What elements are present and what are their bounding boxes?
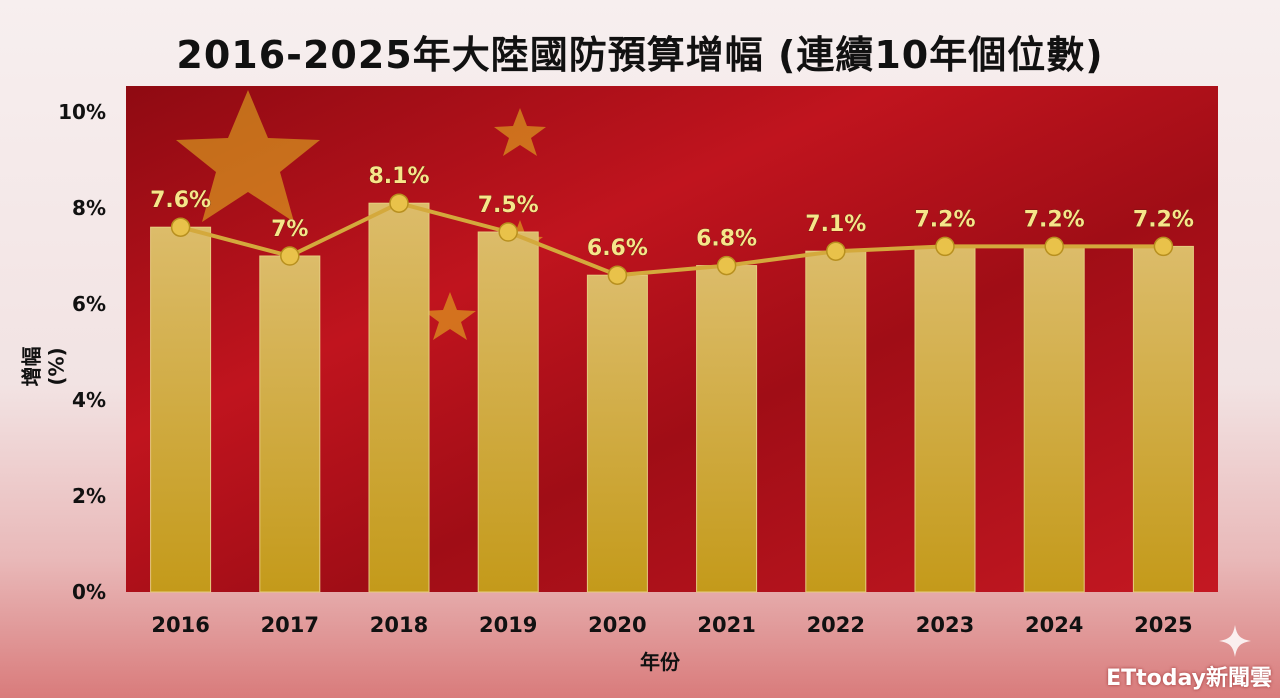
data-label: 8.1% bbox=[368, 164, 429, 189]
chart-title: 2016-2025年大陸國防預算增幅 (連續10年個位數) bbox=[176, 33, 1104, 77]
bar bbox=[586, 274, 648, 593]
x-tick-label: 2021 bbox=[697, 613, 755, 637]
data-label: 7.2% bbox=[1133, 207, 1194, 232]
y-tick-label: 4% bbox=[72, 388, 106, 412]
y-axis: 0% 2% 4% 6% 8% 10% bbox=[58, 100, 106, 604]
y-axis-title: 增幅 (%) bbox=[19, 346, 69, 387]
sparkle-icon bbox=[1219, 625, 1251, 657]
x-tick-label: 2019 bbox=[479, 613, 537, 637]
bar bbox=[805, 250, 867, 593]
line-point bbox=[826, 241, 846, 261]
bar bbox=[914, 245, 976, 593]
data-label: 7% bbox=[271, 217, 308, 242]
x-tick-label: 2022 bbox=[807, 613, 865, 637]
line-point bbox=[498, 222, 518, 242]
watermark-logo: ETtoday新聞雲 bbox=[1106, 666, 1272, 691]
bar bbox=[150, 226, 212, 593]
data-label: 6.6% bbox=[587, 236, 648, 261]
x-tick-label: 2025 bbox=[1134, 613, 1192, 637]
bar bbox=[696, 265, 758, 593]
data-label: 7.1% bbox=[805, 212, 866, 237]
y-tick-label: 6% bbox=[72, 292, 106, 316]
data-label: 6.8% bbox=[696, 227, 757, 252]
line-point bbox=[716, 255, 737, 276]
flag-star-small-1 bbox=[494, 108, 546, 156]
x-axis: 2016 2017 2018 2019 2020 2021 2022 2023 2024 2025 bbox=[151, 613, 1192, 637]
series-line bbox=[180, 201, 1164, 278]
data-label: 7.2% bbox=[914, 207, 975, 232]
bar bbox=[259, 255, 321, 593]
bar bbox=[1132, 245, 1194, 593]
y-tick-label: 2% bbox=[72, 484, 106, 508]
x-tick-label: 2023 bbox=[916, 613, 974, 637]
flag-star-large bbox=[176, 90, 320, 222]
data-label: 7.6% bbox=[150, 188, 211, 213]
data-label: 7.2% bbox=[1024, 207, 1085, 232]
line-point bbox=[1153, 236, 1174, 257]
x-tick-label: 2016 bbox=[151, 613, 209, 637]
x-tick-label: 2020 bbox=[588, 613, 646, 637]
bar bbox=[1023, 245, 1085, 593]
x-axis-title: 年份 bbox=[640, 650, 680, 674]
data-labels: 7.6% 7% 8.1% 7.5% 6.6% 6.8% 7.1% 7.2% 7.2% 7.2% bbox=[150, 164, 1194, 262]
bar bbox=[477, 231, 539, 593]
line-point bbox=[170, 217, 191, 237]
flag-star-small-2 bbox=[424, 292, 476, 340]
bar bbox=[368, 202, 430, 593]
bar-series bbox=[150, 202, 1194, 593]
line-point bbox=[280, 246, 300, 266]
x-tick-label: 2017 bbox=[261, 613, 319, 637]
x-tick-label: 2024 bbox=[1025, 613, 1083, 637]
y-tick-label: 10% bbox=[58, 100, 106, 124]
y-tick-label: 0% bbox=[72, 580, 106, 604]
data-label: 7.5% bbox=[478, 193, 539, 218]
line-point bbox=[1044, 236, 1064, 257]
line-point bbox=[389, 193, 409, 213]
line-point bbox=[935, 236, 955, 257]
line-series bbox=[170, 193, 1174, 285]
y-tick-label: 8% bbox=[72, 196, 106, 220]
x-tick-label: 2018 bbox=[370, 613, 428, 637]
line-point bbox=[607, 265, 628, 285]
